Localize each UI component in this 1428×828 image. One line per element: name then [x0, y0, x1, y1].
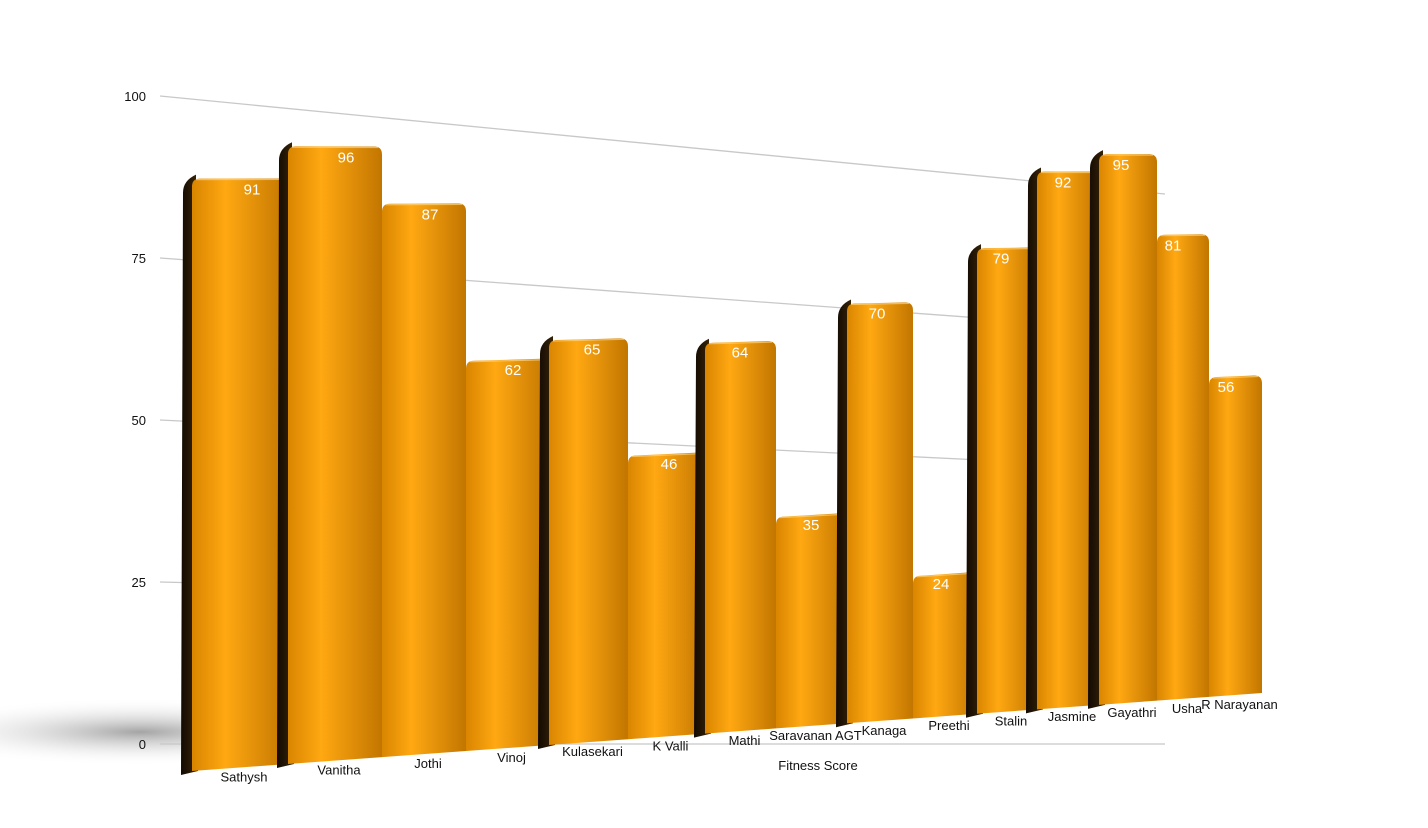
y-tick-label: 100 — [124, 89, 146, 104]
value-label: 96 — [338, 149, 355, 166]
value-label: 62 — [505, 362, 522, 379]
value-label: 92 — [1055, 174, 1072, 191]
bar-gayathri: 95 — [1088, 150, 1157, 709]
value-label: 95 — [1113, 157, 1130, 174]
bar-jothi: 87 — [382, 203, 466, 757]
value-label: 24 — [933, 576, 950, 593]
bar-front — [628, 453, 705, 740]
bar-kulasekari: 65 — [538, 336, 628, 749]
bar-front — [1099, 154, 1157, 705]
x-tick-label: Usha — [1172, 701, 1203, 716]
y-tick-label: 0 — [139, 737, 146, 752]
x-tick-label: Jasmine — [1048, 709, 1096, 724]
bar-highlight — [981, 249, 1033, 250]
x-tick-label: Saravanan AGT — [769, 728, 862, 743]
value-label: 56 — [1218, 379, 1235, 396]
x-tick-label: Kulasekari — [562, 744, 623, 759]
x-tick-label: Preethi — [928, 718, 969, 733]
value-label: 46 — [661, 456, 678, 473]
x-tick-label: Vinoj — [497, 750, 526, 765]
y-tick-label: 50 — [132, 413, 146, 428]
x-tick-label: Vanitha — [317, 763, 361, 778]
value-label: 65 — [584, 342, 601, 359]
bar-usha: 81 — [1157, 234, 1209, 700]
bar-front — [288, 146, 382, 764]
value-label: 81 — [1165, 237, 1182, 254]
value-label: 87 — [422, 206, 439, 223]
bar-front — [847, 302, 913, 723]
bar-vinoj: 62 — [466, 359, 549, 751]
y-tick-label: 75 — [132, 251, 146, 266]
value-label: 79 — [993, 251, 1010, 268]
x-tick-label: R Narayanan — [1201, 697, 1278, 712]
bar-front — [1209, 375, 1262, 696]
value-label: 64 — [732, 344, 749, 361]
bar-front — [192, 178, 288, 771]
x-tick-label: Jothi — [414, 756, 442, 771]
bar-front — [382, 203, 466, 757]
x-axis-title: Fitness Score — [778, 758, 857, 773]
x-tick-label: K Valli — [653, 738, 689, 753]
bar-front — [1157, 234, 1209, 700]
bar-jasmine: 92 — [1026, 168, 1099, 714]
value-label: 70 — [869, 306, 886, 323]
x-tick-label: Stalin — [995, 714, 1028, 729]
bar-k-valli: 46 — [628, 453, 705, 740]
bar-front — [549, 338, 628, 745]
y-tick-label: 25 — [132, 575, 146, 590]
bar-vanitha: 96 — [277, 142, 382, 768]
bar-r-narayanan: 56 — [1209, 375, 1262, 696]
x-tick-label: Mathi — [729, 733, 761, 748]
x-tick-label: Kanaga — [862, 723, 908, 738]
bar-front — [705, 341, 776, 733]
value-label: 35 — [803, 517, 820, 534]
x-tick-label: Gayathri — [1107, 705, 1156, 720]
x-tick-label: Sathysh — [221, 770, 268, 785]
bar-kanaga: 70 — [836, 300, 913, 728]
bar-front — [466, 359, 549, 751]
bar-mathi: 64 — [694, 339, 776, 738]
bar-sathysh: 91 — [181, 175, 288, 775]
value-label: 91 — [244, 181, 261, 198]
